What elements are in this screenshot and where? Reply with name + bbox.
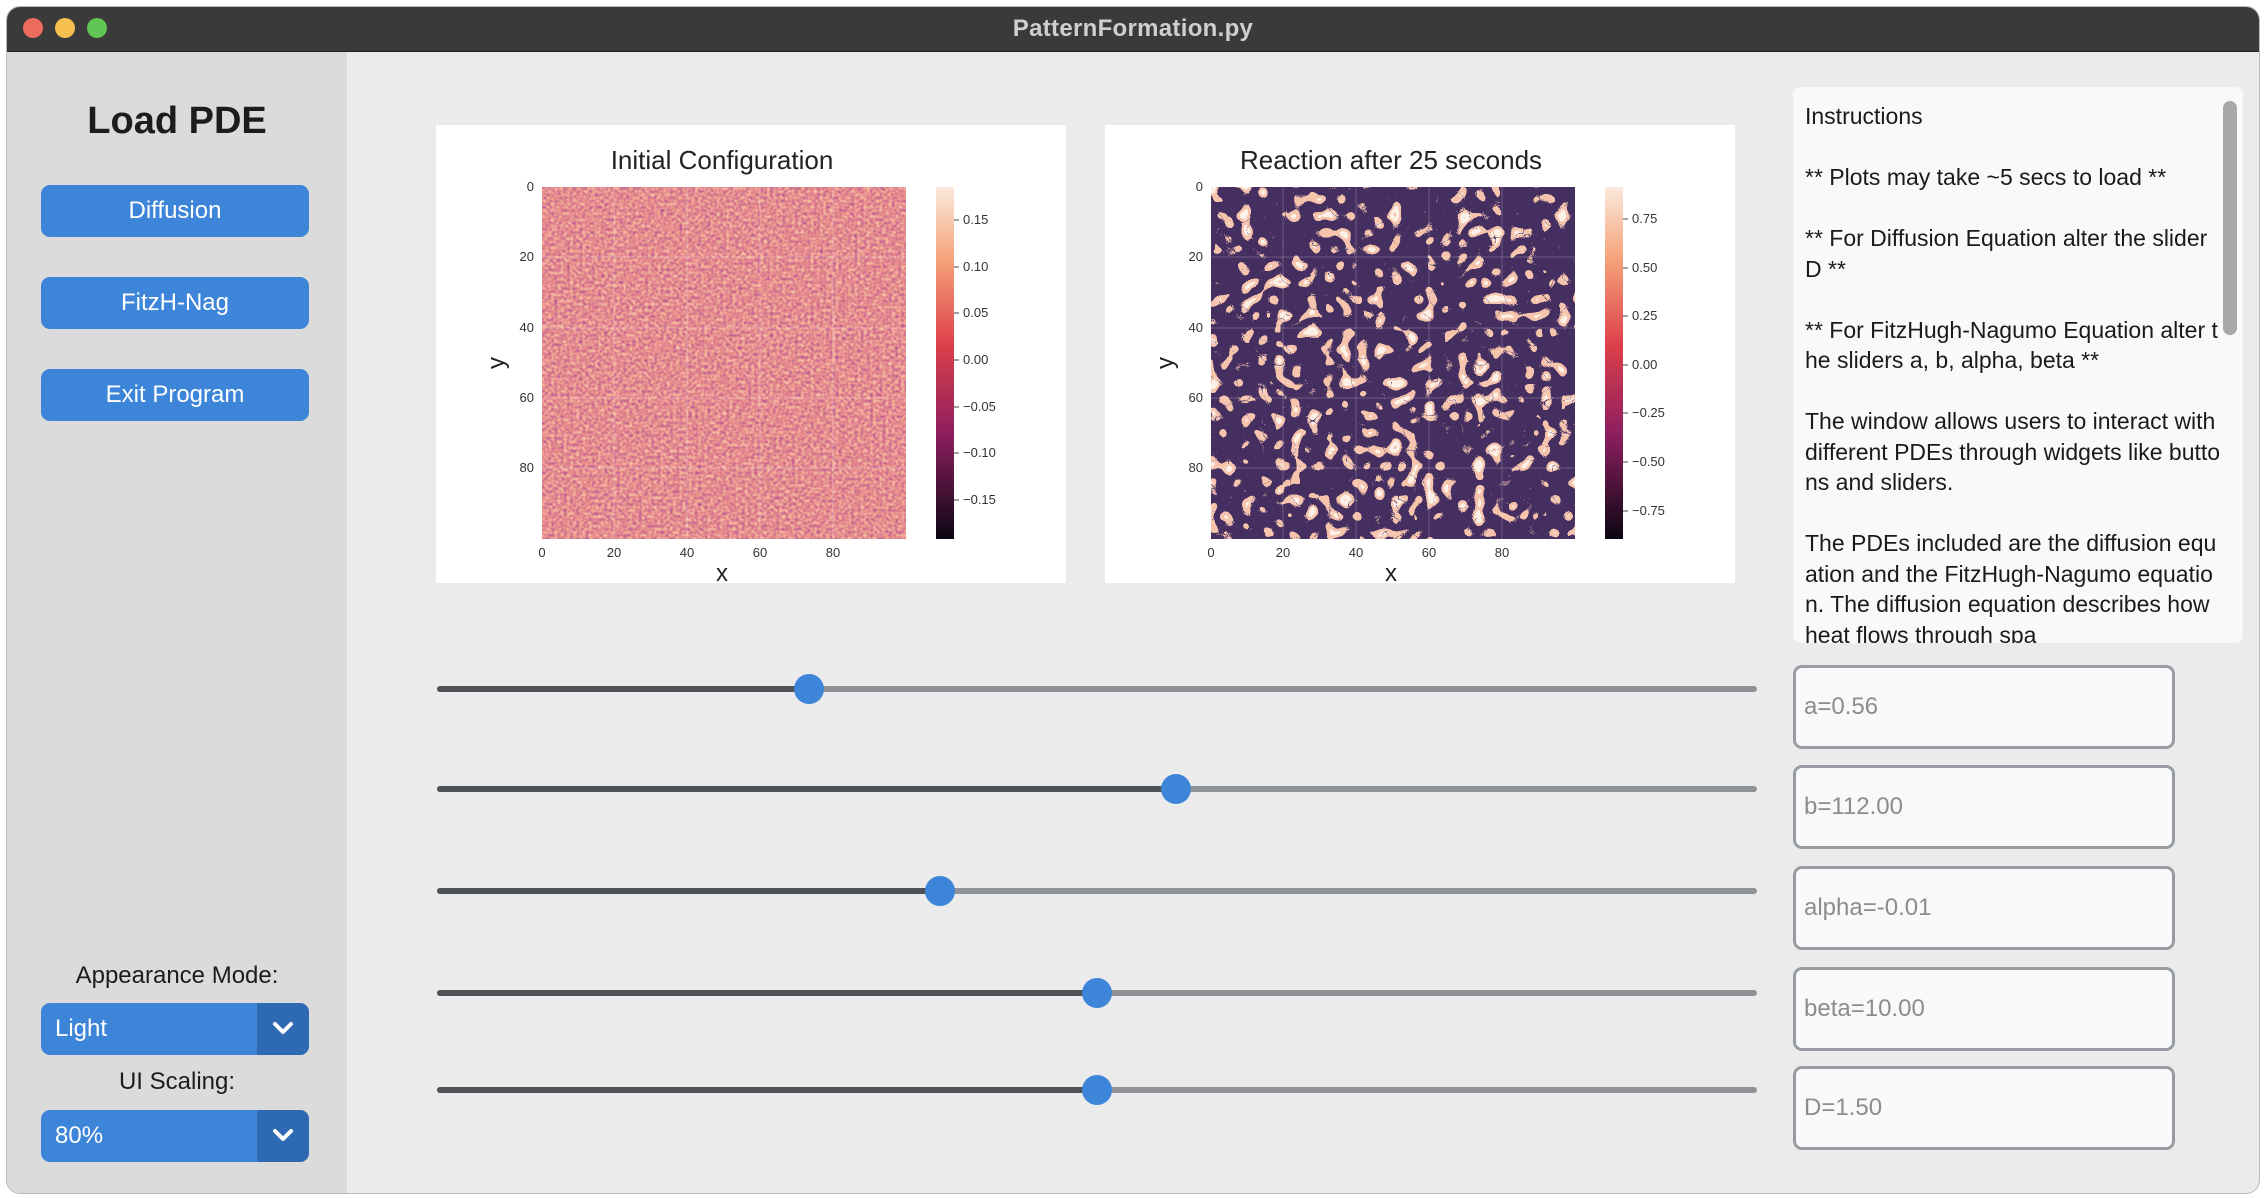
colorbar-tick: 0.50 [1632,260,1657,275]
slider-b[interactable] [437,774,1757,804]
ui-scaling-value: 80% [55,1122,104,1149]
colorbar [1605,187,1623,539]
slider-beta[interactable] [437,978,1757,1008]
y-axis-label: y [483,357,510,369]
appearance-mode-dropdown[interactable]: Light [41,1003,309,1055]
y-tick: 0 [527,179,534,194]
close-window-button[interactable] [23,18,43,38]
chevron-down-icon[interactable] [257,1110,309,1162]
entry-alpha[interactable]: alpha=-0.01 [1793,866,2175,950]
colorbar-tick: −0.75 [1632,503,1665,518]
y-tick: 60 [520,390,534,405]
y-axis-label: y [1152,357,1179,369]
appearance-mode-value: Light [55,1015,108,1042]
ui-scaling-label: UI Scaling: [118,1068,236,1095]
colorbar-tick: −0.10 [963,445,996,460]
colorbar-tick: 0.10 [963,259,988,274]
reaction-plot: Reaction after 25 seconds 0 20 40 60 80 … [1105,125,1735,583]
y-tick: 20 [520,249,534,264]
sidebar-title: Load PDE [87,100,267,142]
x-axis-label: x [716,560,728,583]
title-bar: PatternFormation.py [7,7,2259,52]
colorbar-tick: 0.00 [963,352,988,367]
entry-b[interactable]: b=112.00 [1793,765,2175,849]
x-tick: 40 [1349,545,1363,560]
x-tick: 20 [1276,545,1290,560]
slider-knob[interactable] [924,876,955,906]
colorbar-tick: −0.15 [963,492,996,507]
y-tick: 0 [1196,179,1203,194]
y-tick: 80 [1189,460,1203,475]
slider-knob[interactable] [794,674,825,704]
slider-alpha[interactable] [437,876,1757,906]
y-tick: 80 [520,460,534,475]
instructions-textbox[interactable]: Instructions ** Plots may take ~5 secs t… [1793,87,2243,643]
slider-knob[interactable] [1082,1075,1112,1105]
colorbar-tick: 0.15 [963,212,988,227]
x-tick: 60 [1422,545,1436,560]
entry-beta-value: beta=10.00 [1804,995,1925,1022]
ui-scaling-dropdown[interactable]: 80% [41,1110,309,1162]
colorbar [936,187,954,539]
minimize-window-button[interactable] [55,18,75,38]
colorbar-tick: 0.00 [1632,357,1657,372]
slider-fill [437,1087,1097,1093]
x-tick: 80 [1495,545,1509,560]
colorbar-tick: 0.25 [1632,308,1657,323]
y-tick: 60 [1189,390,1203,405]
x-tick: 0 [538,545,545,560]
slider-track [437,888,1757,894]
slider-knob[interactable] [1082,978,1112,1008]
slider-track [437,686,1757,692]
entry-d-value: D=1.50 [1804,1094,1883,1121]
colorbar-tick: −0.50 [1632,454,1665,469]
window-title: PatternFormation.py [1012,15,1254,42]
entry-alpha-value: alpha=-0.01 [1804,894,1932,921]
instructions-text: Instructions ** Plots may take ~5 secs t… [1805,103,2221,643]
x-tick: 0 [1207,545,1214,560]
slider-fill [437,888,940,894]
colorbar-tick: −0.25 [1632,405,1665,420]
sidebar: Load PDE Diffusion FitzH-Nag Exit Progra… [7,52,347,1193]
slider-d[interactable] [437,1075,1757,1105]
x-tick: 40 [680,545,694,560]
x-tick: 60 [753,545,767,560]
slider-knob[interactable] [1161,774,1192,804]
slider-a[interactable] [437,674,1757,704]
chevron-down-icon[interactable] [257,1003,309,1055]
instructions-scrollbar[interactable] [2223,101,2237,335]
initial-configuration-plot: Initial Configuration 0 20 40 60 80 0 20… [436,125,1066,583]
plot-title: Initial Configuration [611,145,834,175]
slider-fill [437,686,810,692]
diffusion-button[interactable]: Diffusion [41,185,309,237]
y-tick: 20 [1189,249,1203,264]
appearance-mode-label: Appearance Mode: [75,962,279,989]
slider-fill [437,990,1097,996]
colorbar-tick: 0.05 [963,305,988,320]
entry-a[interactable]: a=0.56 [1793,665,2175,749]
colorbar-tick: −0.05 [963,399,996,414]
slider-fill [437,786,1177,792]
exit-program-button[interactable]: Exit Program [41,369,309,421]
fitzhugh-nagumo-button[interactable]: FitzH-Nag [41,277,309,329]
y-tick: 40 [1189,320,1203,335]
entry-d[interactable]: D=1.50 [1793,1066,2175,1150]
entry-b-value: b=112.00 [1804,793,1903,820]
plot-title: Reaction after 25 seconds [1240,145,1542,175]
colorbar-tick: 0.75 [1632,211,1657,226]
x-tick: 20 [607,545,621,560]
app-window: PatternFormation.py Load PDE Diffusion F… [6,6,2260,1194]
x-axis-label: x [1385,560,1397,583]
x-tick: 80 [826,545,840,560]
entry-a-value: a=0.56 [1804,693,1879,720]
maximize-window-button[interactable] [87,18,107,38]
entry-beta[interactable]: beta=10.00 [1793,967,2175,1051]
y-tick: 40 [520,320,534,335]
